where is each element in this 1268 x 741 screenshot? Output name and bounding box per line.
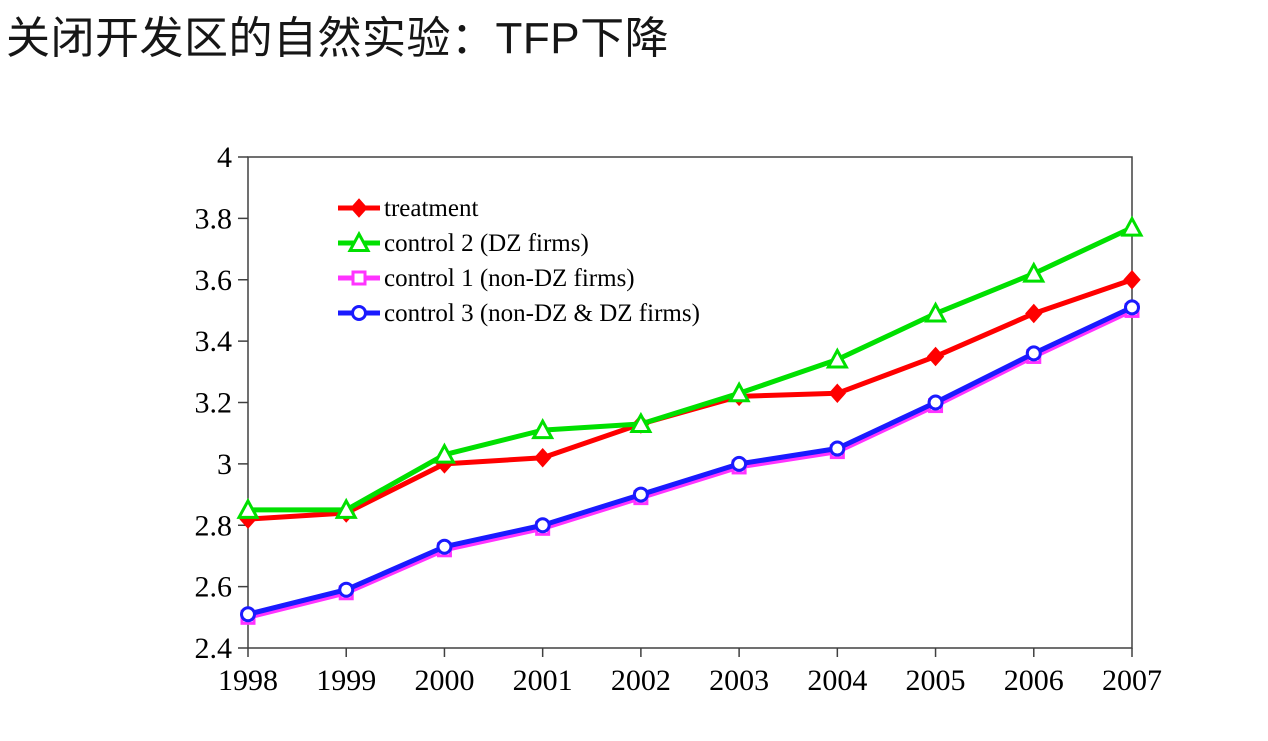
data-point-circle-control-3-non-dz-dz-firms <box>338 581 355 598</box>
legend-item-label-control-1-non-dz-firms: control 1 (non-DZ firms) <box>384 265 635 292</box>
data-point-circle-control-3-non-dz-dz-firms <box>534 517 551 534</box>
y-axis-tick-label: 2.8 <box>195 509 233 542</box>
data-point-diamond-treatment <box>926 346 945 367</box>
data-point-diamond-treatment <box>828 383 847 404</box>
data-point-circle-control-3-non-dz-dz-firms <box>731 455 748 472</box>
series-line-control-3-non-dz-dz-firms <box>245 304 1135 617</box>
data-point-circle-control-3-non-dz-dz-firms <box>829 440 846 457</box>
data-point-triangle-control-2-dz-firms <box>1120 215 1144 237</box>
y-axis-tick-label: 3.4 <box>195 325 233 358</box>
legend-marker-circle-control-3-non-dz-dz-firms <box>351 305 367 321</box>
x-axis-tick-label: 2006 <box>1004 664 1064 697</box>
x-axis-tick-label: 2005 <box>906 664 966 697</box>
data-point-triangle-control-2-dz-firms <box>924 301 948 323</box>
y-axis-tick-label: 4 <box>217 141 232 174</box>
data-point-circle-control-3-non-dz-dz-firms <box>1124 299 1140 316</box>
x-axis-tick-label: 2002 <box>611 664 671 697</box>
data-point-diamond-treatment <box>1123 269 1141 290</box>
legend-marker-diamond-treatment <box>350 198 368 218</box>
legend-marker-triangle-control-2-dz-firms <box>347 230 371 252</box>
y-axis-tick-label: 3.8 <box>195 202 233 235</box>
data-point-triangle-control-2-dz-firms <box>727 381 751 403</box>
data-point-circle-control-3-non-dz-dz-firms <box>927 394 944 411</box>
slide-title: 关闭开发区的自然实验：TFP下降 <box>6 14 670 63</box>
y-axis-tick-label: 3.2 <box>195 387 233 420</box>
y-axis-tick-label: 3 <box>217 448 232 481</box>
data-point-triangle-control-2-dz-firms <box>236 497 260 519</box>
data-point-circle-control-3-non-dz-dz-firms <box>436 538 453 555</box>
x-axis-tick-label: 2007 <box>1102 664 1162 697</box>
y-axis-tick-label: 2.4 <box>195 632 233 665</box>
x-axis-tick-label: 2004 <box>807 664 867 697</box>
data-point-triangle-control-2-dz-firms <box>432 442 456 464</box>
data-point-triangle-control-2-dz-firms <box>1022 261 1046 283</box>
legend-item-label-control-2-dz-firms: control 2 (DZ firms) <box>384 230 589 257</box>
data-point-triangle-control-2-dz-firms <box>825 347 849 369</box>
x-axis-tick-label: 2000 <box>414 664 474 697</box>
x-axis-tick-label: 2001 <box>513 664 573 697</box>
data-point-diamond-treatment <box>1025 303 1043 324</box>
data-point-triangle-control-2-dz-firms <box>334 497 358 519</box>
data-point-diamond-treatment <box>533 447 552 468</box>
data-point-circle-control-3-non-dz-dz-firms <box>1025 345 1042 362</box>
x-axis-tick-label: 1998 <box>218 664 278 697</box>
data-point-circle-control-3-non-dz-dz-firms <box>632 486 649 503</box>
data-point-circle-control-3-non-dz-dz-firms <box>240 606 256 623</box>
y-axis-tick-label: 2.6 <box>195 571 233 604</box>
data-point-triangle-control-2-dz-firms <box>531 417 555 440</box>
data-point-triangle-control-2-dz-firms <box>629 411 653 433</box>
legend-item-label-control-3-non-dz-dz-firms: control 3 (non-DZ & DZ firms) <box>384 300 700 327</box>
legend-marker-square-control-1-non-dz-firms <box>351 270 367 286</box>
series-line-control-1-non-dz-firms <box>245 307 1135 620</box>
series-line-control-2-dz-firms <box>245 225 1135 513</box>
x-axis-tick-label: 1999 <box>316 664 376 697</box>
y-axis-tick-label: 3.6 <box>195 264 233 297</box>
legend-item-label-treatment: treatment <box>384 195 478 222</box>
x-axis-tick-label: 2003 <box>709 664 769 697</box>
